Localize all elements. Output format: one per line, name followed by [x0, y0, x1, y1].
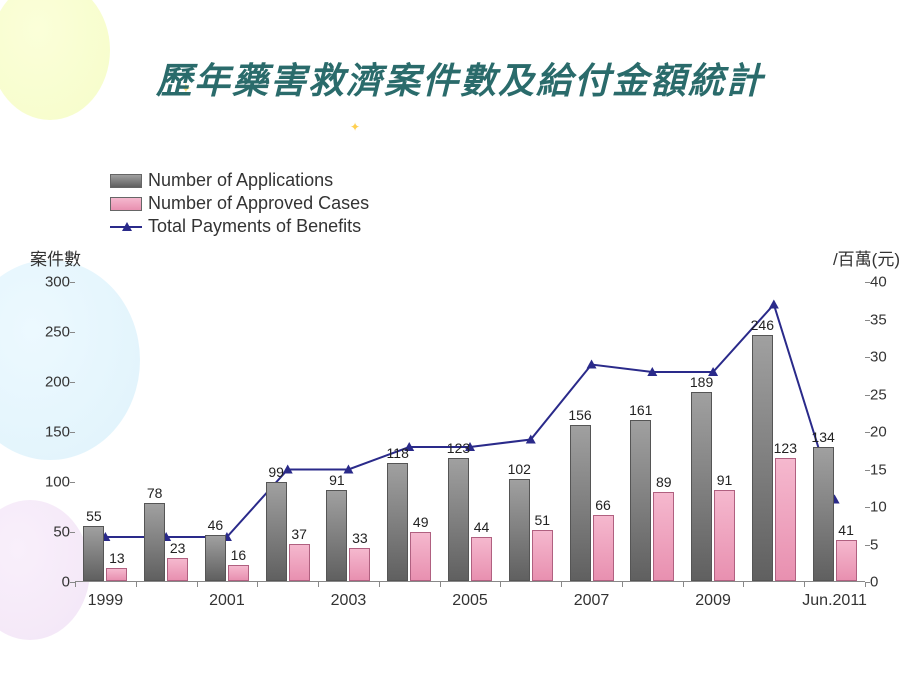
approved-value-label: 49: [407, 514, 435, 530]
legend-item-applications: Number of Applications: [110, 170, 369, 191]
approved-value-label: 44: [467, 519, 495, 535]
y-tick-right: 25: [870, 386, 887, 403]
applications-bar: [691, 392, 712, 581]
approved-value-label: 13: [103, 550, 131, 566]
x-axis-label: 2007: [574, 592, 610, 610]
applications-bar: [83, 526, 104, 581]
legend-item-payments: Total Payments of Benefits: [110, 216, 369, 237]
approved-bar: [593, 515, 614, 581]
plot-area: 0501001502002503000510152025303540551378…: [75, 282, 865, 582]
y-tick-right: 40: [870, 274, 887, 291]
applications-value-label: 55: [80, 508, 108, 524]
approved-value-label: 37: [285, 526, 313, 542]
applications-value-label: 118: [384, 445, 412, 461]
applications-value-label: 134: [809, 429, 837, 445]
y-tick-right: 20: [870, 424, 887, 441]
approved-value-label: 16: [224, 547, 252, 563]
y-tick-left: 250: [45, 324, 70, 341]
applications-bar: [266, 482, 287, 581]
approved-bar: [228, 565, 249, 581]
applications-value-label: 78: [141, 485, 169, 501]
y-tick-right: 15: [870, 461, 887, 478]
y-tick-left: 0: [62, 574, 70, 591]
approved-bar: [653, 492, 674, 581]
applications-bar: [387, 463, 408, 581]
approved-value-label: 66: [589, 497, 617, 513]
y-tick-right: 0: [870, 574, 878, 591]
y-axis-right-label: /百萬(元): [833, 245, 900, 270]
x-axis-label: 2001: [209, 592, 245, 610]
approved-value-label: 23: [164, 540, 192, 556]
applications-bar: [630, 420, 651, 581]
y-tick-right: 10: [870, 499, 887, 516]
y-tick-right: 30: [870, 349, 887, 366]
applications-value-label: 99: [262, 464, 290, 480]
approved-bar: [775, 458, 796, 581]
approved-bar: [106, 568, 127, 581]
x-axis-label: 2009: [695, 592, 731, 610]
x-axis-label: 2005: [452, 592, 488, 610]
y-tick-right: 35: [870, 311, 887, 328]
applications-bar: [752, 335, 773, 581]
legend-swatch-icon: [110, 174, 142, 188]
legend-label: Number of Applications: [148, 170, 333, 191]
applications-bar: [326, 490, 347, 581]
approved-bar: [471, 537, 492, 581]
applications-value-label: 189: [688, 374, 716, 390]
approved-bar: [167, 558, 188, 581]
applications-bar: [813, 447, 834, 581]
x-axis-label: 2003: [331, 592, 367, 610]
approved-bar: [410, 532, 431, 581]
approved-value-label: 51: [528, 512, 556, 528]
applications-value-label: 156: [566, 407, 594, 423]
x-axis-label: Jun.2011: [802, 592, 867, 610]
applications-value-label: 246: [748, 317, 776, 333]
y-tick-left: 150: [45, 424, 70, 441]
applications-value-label: 46: [201, 517, 229, 533]
applications-value-label: 123: [444, 440, 472, 456]
applications-bar: [205, 535, 226, 581]
y-tick-left: 50: [53, 524, 70, 541]
x-axis-label: 1999: [88, 592, 124, 610]
approved-bar: [289, 544, 310, 581]
applications-value-label: 91: [323, 472, 351, 488]
y-tick-left: 200: [45, 374, 70, 391]
legend-swatch-icon: [110, 197, 142, 211]
approved-value-label: 41: [832, 522, 860, 538]
approved-bar: [836, 540, 857, 581]
applications-bar: [448, 458, 469, 581]
applications-bar: [144, 503, 165, 581]
y-tick-right: 5: [870, 536, 878, 553]
approved-bar: [349, 548, 370, 581]
y-tick-left: 300: [45, 274, 70, 291]
approved-value-label: 123: [771, 440, 799, 456]
approved-value-label: 91: [711, 472, 739, 488]
sparkle-decoration: ✦: [350, 120, 360, 134]
y-tick-left: 100: [45, 474, 70, 491]
legend-label: Number of Approved Cases: [148, 193, 369, 214]
legend-line-icon: [110, 220, 142, 234]
approved-bar: [532, 530, 553, 581]
legend-item-approved: Number of Approved Cases: [110, 193, 369, 214]
chart-title: 歷年藥害救濟案件數及給付金額統計: [0, 52, 920, 104]
legend-label: Total Payments of Benefits: [148, 216, 361, 237]
approved-value-label: 33: [346, 530, 374, 546]
y-axis-left-label: 案件數: [30, 245, 81, 270]
legend: Number of Applications Number of Approve…: [110, 170, 369, 239]
applications-bar: [509, 479, 530, 581]
chart-area: 0501001502002503000510152025303540551378…: [75, 282, 865, 612]
applications-value-label: 102: [505, 461, 533, 477]
approved-bar: [714, 490, 735, 581]
applications-bar: [570, 425, 591, 581]
applications-value-label: 161: [627, 402, 655, 418]
approved-value-label: 89: [650, 474, 678, 490]
